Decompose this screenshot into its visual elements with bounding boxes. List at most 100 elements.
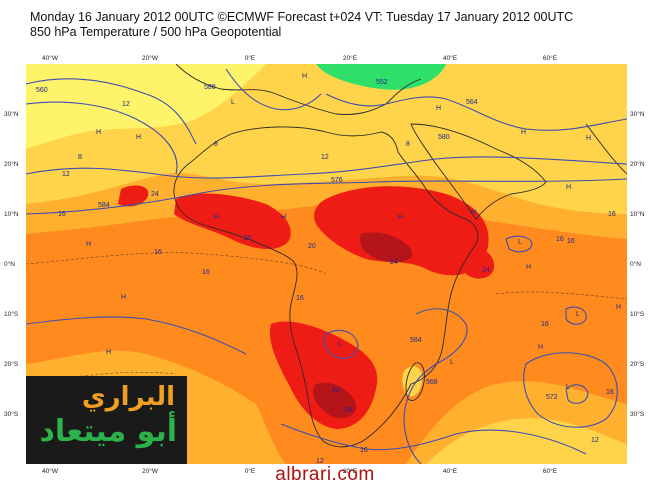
geopotential-label: 584 — [98, 202, 110, 209]
high-pressure-marker: H — [214, 214, 219, 221]
contour-line — [505, 235, 533, 253]
cool-spot-madagascar — [402, 366, 423, 397]
geopotential-label: 568 — [426, 379, 438, 386]
high-pressure-marker: H — [136, 134, 141, 141]
temperature-label: 12 — [321, 154, 329, 161]
low-pressure-marker: L — [518, 239, 522, 246]
lat-label-right: 20°S — [630, 361, 645, 368]
geopotential-label: 552 — [376, 79, 388, 86]
temperature-label: 8 — [78, 154, 82, 161]
temperature-label: 16 — [296, 295, 304, 302]
contour-line — [565, 306, 587, 325]
north-light-band — [26, 173, 627, 239]
contour-line — [325, 93, 627, 131]
high-pressure-marker: H — [471, 209, 476, 216]
contour-line — [403, 308, 468, 464]
high-pressure-marker: H — [436, 105, 441, 112]
temperature-label: 16 — [58, 211, 66, 218]
temperature-label: 24 — [151, 191, 159, 198]
temperature-label: 16 — [154, 249, 162, 256]
contour-line — [323, 329, 359, 359]
high-pressure-marker: H — [121, 294, 126, 301]
temperature-label: 12 — [316, 458, 324, 464]
lat-label-left: 10°S — [4, 311, 19, 318]
high-pressure-marker: H — [96, 129, 101, 136]
high-pressure-marker: H — [521, 129, 526, 136]
lat-label-left: 30°N — [4, 111, 19, 118]
lon-label-bottom: 40°W — [42, 468, 58, 475]
contour-line — [26, 156, 627, 179]
geopotential-label: 572 — [546, 394, 558, 401]
forecast-run-title: Monday 16 January 2012 00UTC ©ECMWF Fore… — [30, 10, 574, 24]
lat-label-right: 10°S — [630, 311, 645, 318]
site-url-watermark: albrari.com — [275, 464, 375, 485]
lon-label-top: 40°E — [442, 55, 458, 62]
lat-label-left: 0°N — [4, 261, 15, 268]
south-pale-band — [426, 418, 627, 464]
high-pressure-marker: H — [586, 135, 591, 142]
contour-line — [523, 352, 618, 428]
temperature-label: 16 — [202, 269, 210, 276]
north-pale-patch — [26, 64, 266, 149]
temperature-label: 24 — [482, 267, 490, 274]
contour-line — [280, 423, 587, 455]
africa-coastline — [173, 126, 479, 448]
high-pressure-marker: H — [86, 241, 91, 248]
temperature-label: 24 — [344, 407, 352, 414]
very-hot-core-central — [360, 232, 413, 263]
lat-label-right: 20°N — [630, 161, 645, 168]
lat-label-left: 20°S — [4, 361, 19, 368]
lon-label-bottom: 60°E — [542, 468, 558, 475]
temperature-label: 16 — [360, 447, 368, 454]
high-pressure-marker: H — [526, 264, 531, 271]
low-pressure-marker: L — [338, 341, 342, 348]
contour-line — [26, 78, 197, 145]
lat-label-right: 0°N — [630, 261, 641, 268]
lon-label-top: 0°E — [244, 55, 256, 62]
lat-label-right: 30°N — [630, 111, 645, 118]
temperature-label: 16 — [608, 211, 616, 218]
high-pressure-marker: H — [302, 73, 307, 80]
hot-patch-atlantic — [118, 185, 149, 207]
low-pressure-marker: L — [576, 311, 580, 318]
logo-bottom-text: أبو ميتعاد — [39, 414, 177, 449]
temperature-label: 24 — [390, 259, 398, 266]
isotherm-line — [495, 291, 627, 300]
lon-label-top: 20°W — [142, 55, 158, 62]
lon-label-bottom: 20°W — [142, 468, 158, 475]
geopotential-label: 580 — [438, 134, 450, 141]
lat-label-left: 20°N — [4, 161, 19, 168]
lat-label-right: 30°S — [630, 411, 645, 418]
temperature-label: 8 — [214, 141, 218, 148]
temperature-label: 16 — [567, 238, 575, 245]
cold-air-mass — [316, 64, 446, 90]
high-pressure-marker: H — [281, 214, 286, 221]
geopotential-label: 576 — [331, 177, 343, 184]
arabia-coastline — [410, 123, 547, 220]
india-coastline — [585, 123, 627, 175]
high-pressure-marker: H — [538, 344, 543, 351]
very-hot-core-south — [313, 382, 357, 419]
madagascar-coastline — [405, 362, 425, 401]
logo-top-text: البراري — [81, 382, 175, 412]
lon-label-top: 40°W — [42, 55, 58, 62]
high-pressure-marker: H — [566, 184, 571, 191]
lon-label-bottom: 0°E — [244, 468, 256, 475]
low-pressure-marker: L — [566, 384, 570, 391]
temperature-label: 16 — [541, 321, 549, 328]
low-pressure-marker: L — [231, 99, 235, 106]
lon-label-bottom: 40°E — [442, 468, 458, 475]
lon-label-top: 60°E — [542, 55, 558, 62]
high-pressure-marker: H — [616, 304, 621, 311]
contour-line — [26, 101, 178, 175]
temperature-label: 12 — [62, 171, 70, 178]
temperature-label: 12 — [122, 101, 130, 108]
contour-line — [26, 178, 627, 215]
lat-label-left: 30°S — [4, 411, 19, 418]
geopotential-label: 564 — [466, 99, 478, 106]
hot-region-west-africa — [174, 193, 291, 250]
lon-label-top: 20°E — [342, 55, 358, 62]
contour-line — [565, 384, 589, 404]
geopotential-label: 560 — [36, 87, 48, 94]
forecast-variable-title: 850 hPa Temperature / 500 hPa Geopotenti… — [30, 25, 282, 39]
